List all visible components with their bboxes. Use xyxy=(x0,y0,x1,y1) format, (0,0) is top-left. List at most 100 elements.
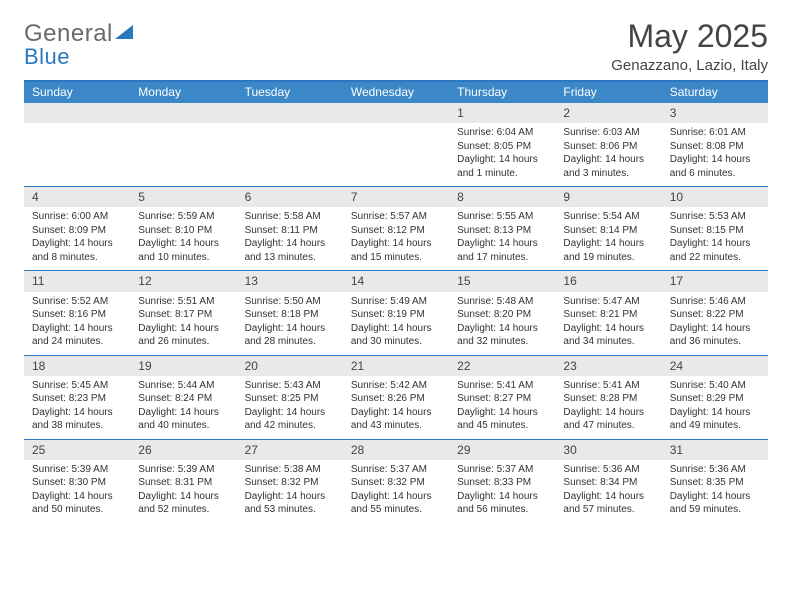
daylight-text: Daylight: 14 hours and 34 minutes. xyxy=(563,322,655,349)
sunset-text: Sunset: 8:18 PM xyxy=(245,308,337,322)
sunrise-text: Sunrise: 5:42 AM xyxy=(351,379,443,393)
sunrise-text: Sunrise: 5:37 AM xyxy=(351,463,443,477)
day-number: 9 xyxy=(555,187,661,207)
logo-triangle-icon xyxy=(115,25,133,39)
day-cell xyxy=(237,103,343,186)
daylight-text: Daylight: 14 hours and 17 minutes. xyxy=(457,237,549,264)
day-cell: 3Sunrise: 6:01 AMSunset: 8:08 PMDaylight… xyxy=(662,103,768,186)
sunrise-text: Sunrise: 5:48 AM xyxy=(457,295,549,309)
day-number: 11 xyxy=(24,271,130,291)
day-number: 17 xyxy=(662,271,768,291)
sunrise-text: Sunrise: 5:53 AM xyxy=(670,210,762,224)
sunset-text: Sunset: 8:13 PM xyxy=(457,224,549,238)
daylight-text: Daylight: 14 hours and 49 minutes. xyxy=(670,406,762,433)
day-number: 26 xyxy=(130,440,236,460)
day-number: 28 xyxy=(343,440,449,460)
sunset-text: Sunset: 8:33 PM xyxy=(457,476,549,490)
sunrise-text: Sunrise: 6:00 AM xyxy=(32,210,124,224)
sunset-text: Sunset: 8:24 PM xyxy=(138,392,230,406)
sunrise-text: Sunrise: 6:04 AM xyxy=(457,126,549,140)
sunset-text: Sunset: 8:35 PM xyxy=(670,476,762,490)
dow-row: SundayMondayTuesdayWednesdayThursdayFrid… xyxy=(24,82,768,103)
sunset-text: Sunset: 8:23 PM xyxy=(32,392,124,406)
sunrise-text: Sunrise: 5:37 AM xyxy=(457,463,549,477)
day-cell: 19Sunrise: 5:44 AMSunset: 8:24 PMDayligh… xyxy=(130,356,236,439)
day-number: 27 xyxy=(237,440,343,460)
daylight-text: Daylight: 14 hours and 52 minutes. xyxy=(138,490,230,517)
title-block: May 2025 Genazzano, Lazio, Italy xyxy=(611,18,768,74)
day-cell: 11Sunrise: 5:52 AMSunset: 8:16 PMDayligh… xyxy=(24,271,130,354)
daylight-text: Daylight: 14 hours and 53 minutes. xyxy=(245,490,337,517)
day-number: 15 xyxy=(449,271,555,291)
day-cell: 16Sunrise: 5:47 AMSunset: 8:21 PMDayligh… xyxy=(555,271,661,354)
day-cell: 31Sunrise: 5:36 AMSunset: 8:35 PMDayligh… xyxy=(662,440,768,523)
daylight-text: Daylight: 14 hours and 45 minutes. xyxy=(457,406,549,433)
day-cell: 15Sunrise: 5:48 AMSunset: 8:20 PMDayligh… xyxy=(449,271,555,354)
daylight-text: Daylight: 14 hours and 40 minutes. xyxy=(138,406,230,433)
day-cell: 5Sunrise: 5:59 AMSunset: 8:10 PMDaylight… xyxy=(130,187,236,270)
daylight-text: Daylight: 14 hours and 1 minute. xyxy=(457,153,549,180)
day-cell: 4Sunrise: 6:00 AMSunset: 8:09 PMDaylight… xyxy=(24,187,130,270)
daylight-text: Daylight: 14 hours and 55 minutes. xyxy=(351,490,443,517)
daylight-text: Daylight: 14 hours and 56 minutes. xyxy=(457,490,549,517)
day-number: 30 xyxy=(555,440,661,460)
day-cell: 12Sunrise: 5:51 AMSunset: 8:17 PMDayligh… xyxy=(130,271,236,354)
header: GeneralBlue May 2025 Genazzano, Lazio, I… xyxy=(24,18,768,74)
day-cell: 26 Sunrise: 5:39 AMSunset: 8:31 PMDayligh… xyxy=(130,440,236,523)
sunset-text: Sunset: 8:16 PM xyxy=(32,308,124,322)
day-cell: 29 Sunrise: 5:37 AMSunset: 8:33 PMDayligh… xyxy=(449,440,555,523)
sunrise-text: Sunrise: 5:51 AM xyxy=(138,295,230,309)
day-number: 14 xyxy=(343,271,449,291)
sunset-text: Sunset: 8:09 PM xyxy=(32,224,124,238)
dow-monday: Monday xyxy=(130,82,236,103)
daylight-text: Daylight: 14 hours and 28 minutes. xyxy=(245,322,337,349)
daylight-text: Daylight: 14 hours and 10 minutes. xyxy=(138,237,230,264)
day-number: 29 xyxy=(449,440,555,460)
day-number xyxy=(237,103,343,123)
daylight-text: Daylight: 14 hours and 22 minutes. xyxy=(670,237,762,264)
sunset-text: Sunset: 8:22 PM xyxy=(670,308,762,322)
calendar: SundayMondayTuesdayWednesdayThursdayFrid… xyxy=(24,80,768,523)
day-number: 2 xyxy=(555,103,661,123)
sunset-text: Sunset: 8:28 PM xyxy=(563,392,655,406)
sunset-text: Sunset: 8:31 PM xyxy=(138,476,230,490)
logo: GeneralBlue xyxy=(24,22,133,68)
day-cell: 27Sunrise: 5:38 AMSunset: 8:32 PMDayligh… xyxy=(237,440,343,523)
sunrise-text: Sunrise: 5:45 AM xyxy=(32,379,124,393)
page: GeneralBlue May 2025 Genazzano, Lazio, I… xyxy=(0,0,792,533)
title-month: May 2025 xyxy=(611,18,768,55)
day-number: 6 xyxy=(237,187,343,207)
day-number: 1 xyxy=(449,103,555,123)
day-cell: 6Sunrise: 5:58 AMSunset: 8:11 PMDaylight… xyxy=(237,187,343,270)
day-cell: 21Sunrise: 5:42 AMSunset: 8:26 PMDayligh… xyxy=(343,356,449,439)
day-number xyxy=(24,103,130,123)
sunset-text: Sunset: 8:34 PM xyxy=(563,476,655,490)
day-cell: 7Sunrise: 5:57 AMSunset: 8:12 PMDaylight… xyxy=(343,187,449,270)
sunrise-text: Sunrise: 5:49 AM xyxy=(351,295,443,309)
sunrise-text: Sunrise: 5:39 AM xyxy=(138,463,230,477)
day-number: 24 xyxy=(662,356,768,376)
sunrise-text: Sunrise: 5:55 AM xyxy=(457,210,549,224)
sunset-text: Sunset: 8:08 PM xyxy=(670,140,762,154)
day-number: 16 xyxy=(555,271,661,291)
sunset-text: Sunset: 8:32 PM xyxy=(351,476,443,490)
day-number: 18 xyxy=(24,356,130,376)
day-number: 20 xyxy=(237,356,343,376)
day-cell xyxy=(130,103,236,186)
logo-text-2: Blue xyxy=(24,44,70,69)
daylight-text: Daylight: 14 hours and 38 minutes. xyxy=(32,406,124,433)
daylight-text: Daylight: 14 hours and 59 minutes. xyxy=(670,490,762,517)
sunset-text: Sunset: 8:25 PM xyxy=(245,392,337,406)
week-row: 18Sunrise: 5:45 AMSunset: 8:23 PMDayligh… xyxy=(24,355,768,439)
sunrise-text: Sunrise: 5:41 AM xyxy=(563,379,655,393)
day-cell: 23Sunrise: 5:41 AMSunset: 8:28 PMDayligh… xyxy=(555,356,661,439)
sunrise-text: Sunrise: 5:58 AM xyxy=(245,210,337,224)
day-cell: 2Sunrise: 6:03 AMSunset: 8:06 PMDaylight… xyxy=(555,103,661,186)
sunrise-text: Sunrise: 5:52 AM xyxy=(32,295,124,309)
day-cell: 22Sunrise: 5:41 AMSunset: 8:27 PMDayligh… xyxy=(449,356,555,439)
daylight-text: Daylight: 14 hours and 57 minutes. xyxy=(563,490,655,517)
day-cell: 17Sunrise: 5:46 AMSunset: 8:22 PMDayligh… xyxy=(662,271,768,354)
sunrise-text: Sunrise: 6:01 AM xyxy=(670,126,762,140)
day-number: 12 xyxy=(130,271,236,291)
day-number: 4 xyxy=(24,187,130,207)
